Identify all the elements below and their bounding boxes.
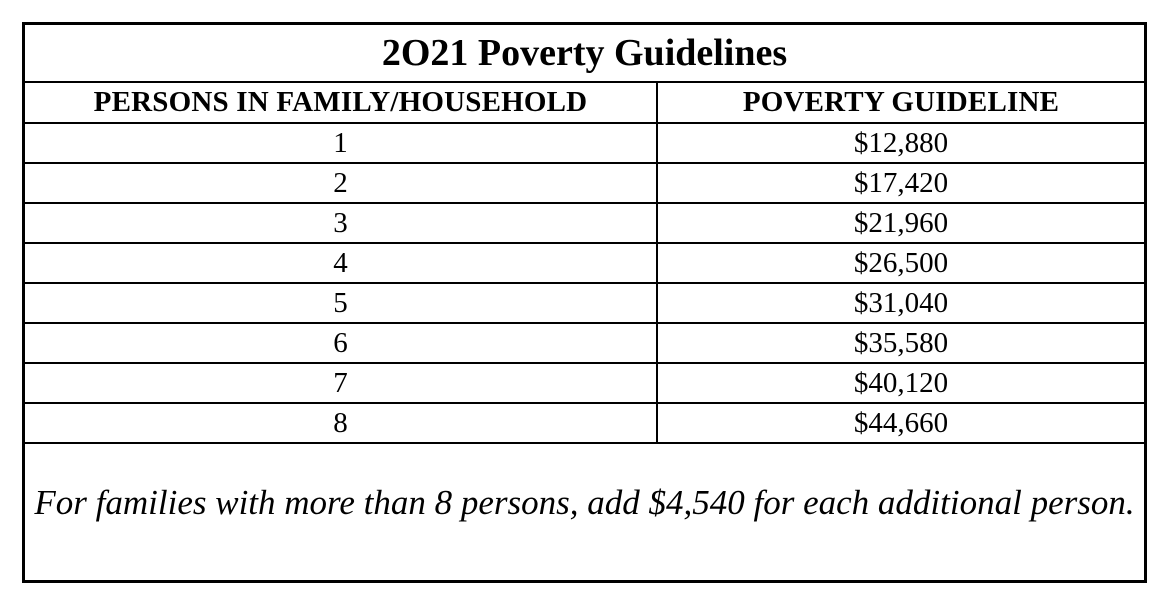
guideline-cell: $31,040	[657, 283, 1144, 324]
persons-cell: 1	[25, 123, 658, 164]
persons-cell: 4	[25, 243, 658, 284]
additional-person-footnote: For families with more than 8 persons, a…	[34, 482, 1135, 522]
poverty-guidelines-table: 2O21 Poverty Guidelines PERSONS IN FAMIL…	[22, 22, 1147, 583]
table-row: 1 $12,880	[25, 123, 1144, 164]
column-header-guideline: POVERTY GUIDELINE	[657, 83, 1144, 124]
guideline-cell: $35,580	[657, 323, 1144, 364]
table-row: 8 $44,660	[25, 403, 1144, 444]
guideline-cell: $40,120	[657, 363, 1144, 404]
table-row: 7 $40,120	[25, 363, 1144, 404]
persons-cell: 7	[25, 363, 658, 404]
persons-cell: 8	[25, 403, 658, 444]
persons-cell: 6	[25, 323, 658, 364]
table-row: 6 $35,580	[25, 323, 1144, 364]
header-row: PERSONS IN FAMILY/HOUSEHOLD POVERTY GUID…	[25, 83, 1144, 124]
guideline-cell: $26,500	[657, 243, 1144, 284]
table-row: 5 $31,040	[25, 283, 1144, 324]
persons-cell: 2	[25, 163, 658, 204]
column-header-persons: PERSONS IN FAMILY/HOUSEHOLD	[25, 83, 658, 124]
table-row: 4 $26,500	[25, 243, 1144, 284]
table-row: 2 $17,420	[25, 163, 1144, 204]
persons-cell: 3	[25, 203, 658, 244]
guideline-cell: $12,880	[657, 123, 1144, 164]
persons-cell: 5	[25, 283, 658, 324]
guidelines-grid: PERSONS IN FAMILY/HOUSEHOLD POVERTY GUID…	[25, 83, 1144, 444]
guideline-cell: $21,960	[657, 203, 1144, 244]
table-header: PERSONS IN FAMILY/HOUSEHOLD POVERTY GUID…	[25, 83, 1144, 124]
guideline-cell: $44,660	[657, 403, 1144, 444]
table-title: 2O21 Poverty Guidelines	[25, 25, 1144, 83]
table-row: 3 $21,960	[25, 203, 1144, 244]
table-body: 1 $12,880 2 $17,420 3 $21,960 4 $26,500 …	[25, 123, 1144, 444]
guideline-cell: $17,420	[657, 163, 1144, 204]
